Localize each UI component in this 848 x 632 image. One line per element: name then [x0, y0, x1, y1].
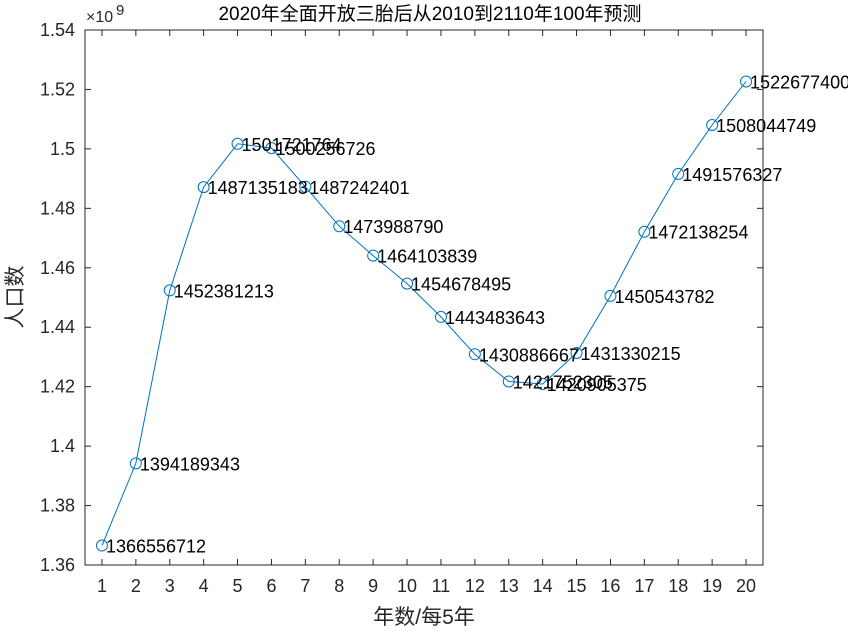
data-label: 1487242401 [309, 178, 409, 198]
chart-title: 2020年全面开放三胎后从2010到2110年100年预测 [218, 3, 641, 25]
axes-box [84, 29, 764, 566]
y-tick-label: 1.4 [50, 436, 75, 456]
x-tick-label: 2 [131, 576, 141, 596]
data-label: 1394189343 [140, 454, 240, 474]
x-tick-label: 7 [300, 576, 310, 596]
data-point [129, 457, 142, 470]
data-label: 1431330215 [581, 344, 681, 364]
y-tick-label: 1.38 [40, 496, 75, 516]
x-tick-label: 13 [499, 576, 519, 596]
y-tick-label: 1.54 [40, 20, 75, 40]
data-label: 1443483643 [445, 308, 545, 328]
exponent-power: 9 [116, 2, 124, 19]
x-tick-label: 15 [567, 576, 587, 596]
data-point [231, 137, 244, 150]
x-tick-label: 3 [165, 576, 175, 596]
data-point [197, 181, 210, 194]
x-tick-label: 9 [368, 576, 378, 596]
data-point [401, 277, 414, 290]
data-labels: 1366556712 1394189343 1452381213 1487135183… [106, 72, 848, 556]
data-label: 1450543782 [614, 287, 714, 307]
y-tick-label: 1.42 [40, 377, 75, 397]
data-label: 1430886667 [479, 345, 579, 365]
data-label: 1421752305 [513, 372, 613, 392]
data-label: 1487135183 [208, 178, 308, 198]
x-tick-label: 6 [266, 576, 276, 596]
y-tick-label: 1.44 [40, 317, 75, 337]
y-tick-label: 1.52 [40, 79, 75, 99]
exponent-base: ×10 [86, 9, 113, 26]
data-point [604, 289, 617, 302]
y-tick-label: 1.46 [40, 258, 75, 278]
data-label: 1464103839 [377, 247, 477, 267]
exponent-label: ×10 9 [86, 2, 124, 26]
data-label: 1473988790 [343, 217, 443, 237]
x-tick-label: 20 [736, 576, 756, 596]
x-axis-ticks: 1 2 3 4 5 6 7 8 9 10 11 12 13 14 15 16 17 18 19 20 [97, 30, 756, 596]
data-label: 1491576327 [682, 165, 782, 185]
x-tick-label: 18 [668, 576, 688, 596]
x-tick-label: 10 [397, 576, 417, 596]
data-label: 1420905375 [547, 375, 647, 395]
x-tick-label: 14 [533, 576, 553, 596]
y-tick-label: 1.48 [40, 198, 75, 218]
x-axis-label: 年数/每5年 [373, 606, 475, 629]
data-point [95, 539, 108, 552]
data-label: 1366556712 [106, 537, 206, 557]
data-label: 1472138254 [648, 223, 748, 243]
data-point [468, 348, 481, 361]
y-tick-label: 1.5 [50, 139, 75, 159]
data-point [536, 377, 549, 390]
data-point [367, 249, 380, 262]
series-line [101, 81, 747, 546]
data-label: 1501721764 [242, 135, 342, 155]
y-tick-label: 1.36 [40, 555, 75, 575]
data-label: 1452381213 [174, 281, 274, 301]
x-tick-label: 5 [233, 576, 243, 596]
data-point [434, 310, 447, 323]
data-label: 1500256726 [275, 139, 375, 159]
data-label: 1454678495 [411, 275, 511, 295]
plot-area [85, 30, 763, 565]
y-axis-label: 人口数 [4, 266, 27, 329]
data-point [163, 284, 176, 297]
x-tick-label: 19 [702, 576, 722, 596]
series-population [95, 75, 753, 552]
x-tick-label: 11 [432, 576, 451, 596]
data-point [570, 346, 583, 359]
data-point [333, 220, 346, 233]
data-point [672, 167, 685, 180]
x-tick-label: 16 [600, 576, 620, 596]
data-label: 1522677400 [750, 72, 848, 92]
y-axis-ticks: 1.36 1.38 1.4 1.42 1.44 1.46 1.48 1.5 1.52 1.54 [40, 20, 763, 575]
data-point [638, 225, 651, 238]
x-tick-label: 1 [97, 576, 107, 596]
data-point [265, 142, 278, 155]
data-point [299, 180, 312, 193]
data-point [502, 375, 515, 388]
data-label: 1508044749 [716, 116, 816, 136]
data-point [740, 75, 753, 88]
data-point [706, 118, 719, 131]
x-tick-label: 4 [199, 576, 209, 596]
x-tick-label: 17 [634, 576, 654, 596]
x-tick-label: 12 [465, 576, 485, 596]
x-tick-label: 8 [334, 576, 344, 596]
